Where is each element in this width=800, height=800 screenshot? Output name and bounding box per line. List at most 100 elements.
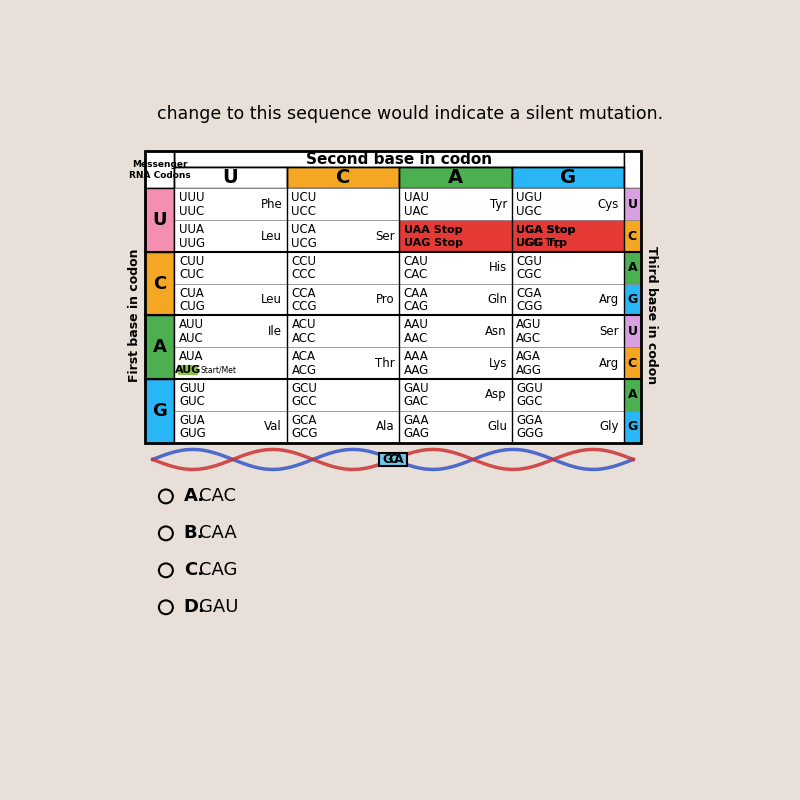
Bar: [399, 284, 511, 315]
Text: Second base in codon: Second base in codon: [306, 152, 492, 166]
Bar: [511, 284, 624, 315]
Text: CAC: CAC: [199, 487, 236, 506]
Text: UUG: UUG: [179, 237, 205, 250]
Bar: [379, 453, 407, 466]
Text: CUG: CUG: [179, 300, 205, 313]
Text: Cys: Cys: [598, 198, 619, 210]
Bar: [145, 151, 174, 188]
Text: AAU: AAU: [404, 318, 429, 331]
Bar: [174, 410, 286, 442]
Text: AGA: AGA: [516, 350, 541, 363]
Text: B.: B.: [184, 524, 204, 542]
Text: GUA: GUA: [179, 414, 205, 426]
Bar: [624, 410, 641, 442]
Text: UCC: UCC: [291, 205, 317, 218]
Text: GCG: GCG: [291, 427, 318, 440]
Text: UAG Stop: UAG Stop: [404, 238, 462, 248]
Text: ACA: ACA: [291, 350, 315, 363]
Bar: [174, 252, 286, 284]
Text: ACC: ACC: [291, 332, 316, 345]
Bar: [174, 347, 286, 379]
Text: A: A: [628, 388, 638, 402]
Bar: [286, 347, 399, 379]
Text: CCA: CCA: [291, 286, 316, 300]
Bar: [145, 252, 174, 315]
Text: CAG: CAG: [404, 300, 429, 313]
Text: AAC: AAC: [404, 332, 428, 345]
Text: G: G: [627, 420, 638, 433]
Text: AGG: AGG: [516, 363, 542, 377]
Text: Asp: Asp: [486, 388, 507, 402]
Text: Third base in codon: Third base in codon: [646, 246, 658, 385]
Text: UGG Trp: UGG Trp: [516, 238, 567, 248]
Text: UCU: UCU: [291, 191, 317, 205]
Text: AUC: AUC: [179, 332, 204, 345]
Text: C: C: [628, 357, 637, 370]
Bar: [145, 151, 641, 442]
Bar: [624, 151, 641, 188]
Text: UGA Stop: UGA Stop: [516, 225, 575, 234]
Text: GUG: GUG: [179, 427, 206, 440]
Text: change to this sequence would indicate a silent mutation.: change to this sequence would indicate a…: [157, 106, 663, 123]
Text: GAU: GAU: [199, 598, 238, 616]
Text: C.: C.: [184, 562, 204, 579]
Text: Leu: Leu: [261, 293, 282, 306]
Text: CGC: CGC: [516, 268, 542, 282]
Text: A: A: [628, 262, 638, 274]
Text: GGA: GGA: [516, 414, 542, 426]
Bar: [286, 252, 399, 284]
Text: Glu: Glu: [487, 420, 507, 433]
Bar: [174, 167, 286, 188]
Text: AUU: AUU: [179, 318, 204, 331]
Text: CAC: CAC: [404, 268, 428, 282]
Bar: [174, 315, 286, 347]
Text: U: U: [627, 325, 638, 338]
Bar: [286, 220, 399, 252]
Text: GUU: GUU: [179, 382, 205, 395]
Text: GAG: GAG: [404, 427, 430, 440]
Text: GGG: GGG: [516, 427, 543, 440]
Bar: [399, 410, 511, 442]
Text: CUA: CUA: [179, 286, 204, 300]
Bar: [624, 284, 641, 315]
Text: UGU: UGU: [516, 191, 542, 205]
Bar: [399, 220, 511, 252]
Text: G: G: [560, 168, 576, 187]
Text: His: His: [489, 262, 507, 274]
Bar: [511, 252, 624, 284]
Text: GAA: GAA: [404, 414, 430, 426]
Bar: [399, 379, 511, 410]
Text: U: U: [153, 211, 167, 229]
Text: GAC: GAC: [404, 395, 429, 408]
Bar: [174, 151, 624, 167]
Text: C: C: [336, 168, 350, 187]
Text: AGU: AGU: [516, 318, 542, 331]
Text: UCG: UCG: [291, 237, 318, 250]
Text: UAA Stop: UAA Stop: [404, 225, 462, 234]
Text: AUA: AUA: [179, 350, 203, 362]
Text: ACU: ACU: [291, 318, 316, 331]
Bar: [174, 188, 286, 220]
Bar: [624, 252, 641, 284]
Bar: [145, 315, 174, 379]
Text: CAA: CAA: [199, 524, 237, 542]
Text: ACG: ACG: [291, 363, 317, 377]
Bar: [624, 379, 641, 410]
Text: A: A: [448, 168, 463, 187]
Text: G: G: [382, 453, 392, 466]
Bar: [511, 188, 624, 220]
Text: Start/Met: Start/Met: [201, 366, 237, 374]
Text: C: C: [628, 230, 637, 242]
Bar: [511, 410, 624, 442]
Text: Ser: Ser: [375, 230, 394, 242]
Text: UAC: UAC: [404, 205, 428, 218]
Text: C: C: [153, 274, 166, 293]
Text: GCU: GCU: [291, 382, 318, 395]
Text: GGU: GGU: [516, 382, 543, 395]
Text: UUC: UUC: [179, 205, 204, 218]
Text: AAA: AAA: [404, 350, 429, 363]
Text: CGU: CGU: [516, 255, 542, 268]
Text: UGC: UGC: [516, 205, 542, 218]
Bar: [624, 347, 641, 379]
Bar: [399, 188, 511, 220]
